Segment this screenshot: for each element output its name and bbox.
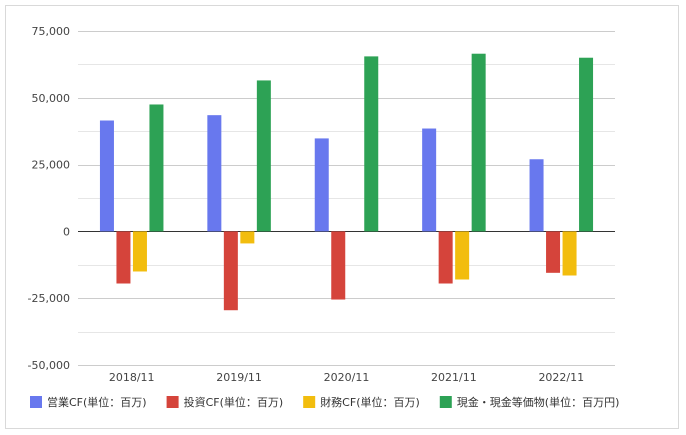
x-tick-label: 2019/11 — [216, 371, 262, 384]
bar — [471, 53, 486, 232]
y-tick-label: -50,000 — [28, 359, 70, 372]
y-tick-label: 0 — [63, 225, 70, 238]
bar — [99, 120, 114, 232]
legend-swatch — [166, 396, 179, 408]
bar — [240, 231, 255, 244]
legend-swatch — [303, 396, 316, 408]
x-tick-label: 2022/11 — [538, 371, 584, 384]
legend-label: 営業CF(単位：百万) — [47, 395, 147, 409]
legend: 営業CF(単位：百万) 投資CF(単位：百万) 財務CF(単位：百万) 現金・現金等価… — [30, 395, 619, 409]
y-tick-label: 25,000 — [32, 159, 71, 172]
bars — [99, 53, 594, 311]
y-tick-label: 75,000 — [32, 25, 71, 38]
bar — [207, 115, 222, 232]
bar — [529, 159, 544, 232]
bar — [422, 128, 437, 232]
bar — [256, 80, 271, 232]
bar — [562, 231, 577, 276]
bar — [364, 56, 379, 232]
chart-frame — [5, 5, 679, 429]
bar — [149, 104, 164, 232]
bar — [331, 231, 346, 300]
y-tick-label: 50,000 — [32, 92, 71, 105]
bar — [438, 231, 453, 284]
bar — [579, 57, 594, 232]
bar — [314, 138, 329, 232]
y-axis-ticks: -50,000 -25,000 0 25,000 50,000 75,000 — [28, 25, 70, 372]
legend-label: 財務CF(単位：百万) — [320, 395, 420, 409]
bar — [546, 231, 561, 273]
legend-swatch — [439, 396, 452, 408]
legend-swatch — [30, 396, 42, 408]
x-tick-label: 2021/11 — [431, 371, 477, 384]
y-tick-label: -25,000 — [28, 292, 70, 305]
x-tick-label: 2020/11 — [324, 371, 370, 384]
legend-label: 投資CF(単位：百万) — [184, 395, 284, 409]
gridlines — [78, 31, 615, 366]
bar — [223, 231, 238, 311]
bar — [132, 231, 147, 272]
x-axis-ticks: 2018/11 2019/11 2020/11 2021/11 2022/11 — [109, 371, 584, 384]
legend-label: 現金・現金等価物(単位：百万円) — [457, 395, 620, 409]
x-tick-label: 2018/11 — [109, 371, 155, 384]
bar — [455, 231, 470, 280]
bar — [116, 231, 131, 284]
